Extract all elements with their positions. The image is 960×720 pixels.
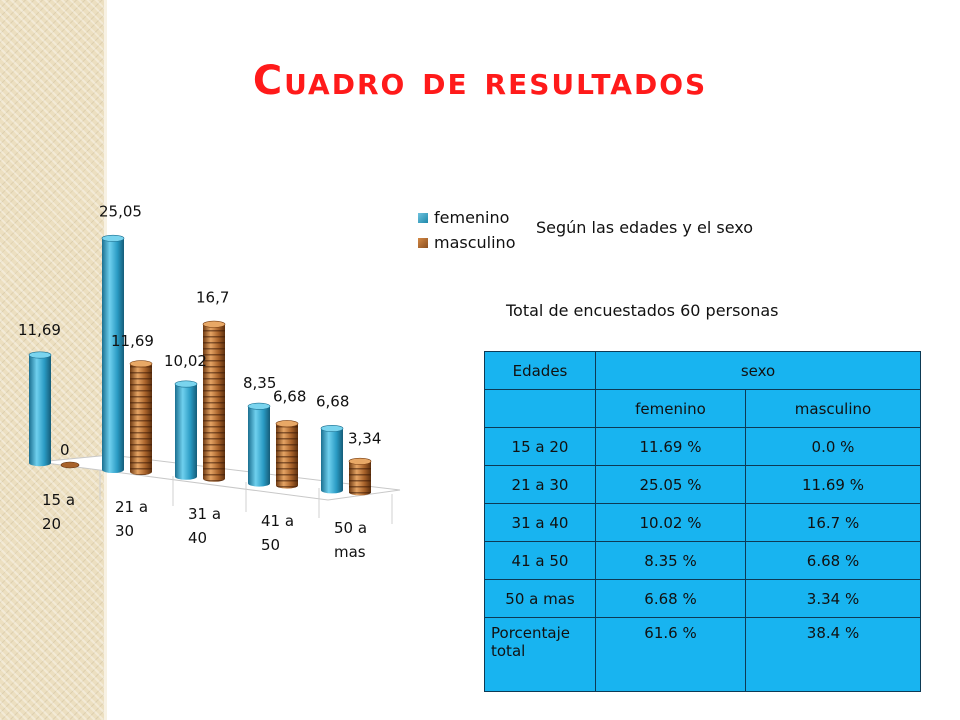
x-tick-label-line: 50 a bbox=[334, 519, 367, 537]
results-table: Edades sexo femenino masculino 15 a 20 1… bbox=[484, 351, 921, 692]
header-edades: Edades bbox=[484, 351, 596, 390]
x-tick-label: 50 a mas bbox=[334, 519, 367, 561]
subtitle: Según las edades y el sexo bbox=[536, 218, 754, 237]
legend-item-masculino: masculino bbox=[418, 230, 515, 255]
cell-femenino: 11.69 % bbox=[595, 427, 746, 466]
table-row: 41 a 50 8.35 % 6.68 % bbox=[484, 541, 921, 580]
cell-masculino: 11.69 % bbox=[745, 465, 921, 504]
cell-femenino: 6.68 % bbox=[595, 579, 746, 618]
chart-labels: 11,69 0 15 a 20 25,05 11,69 21 a 30 10,02 16,7 31 … bbox=[18, 202, 381, 561]
legend-label-femenino: femenino bbox=[434, 208, 510, 227]
bar-femenino bbox=[174, 380, 198, 480]
bar-masculino-zero bbox=[60, 461, 80, 469]
bar-body bbox=[248, 406, 270, 487]
x-tick-label-line: 31 a bbox=[188, 505, 221, 523]
legend-item-femenino: femenino bbox=[418, 205, 515, 230]
bar-femenino bbox=[247, 402, 271, 487]
cell-edad: 50 a mas bbox=[484, 579, 596, 618]
cell-masculino: 16.7 % bbox=[745, 503, 921, 542]
bar-femenino bbox=[320, 424, 344, 494]
bar-body bbox=[102, 238, 124, 473]
bar-top bbox=[275, 420, 299, 428]
bar-femenino bbox=[101, 234, 125, 473]
bar-femenino bbox=[28, 351, 52, 467]
bar-top bbox=[202, 320, 226, 328]
cell-femenino: 25.05 % bbox=[595, 465, 746, 504]
cell-edad: 41 a 50 bbox=[484, 541, 596, 580]
table-row: 15 a 20 11.69 % 0.0 % bbox=[484, 427, 921, 466]
x-tick-label: 15 a 20 bbox=[42, 491, 75, 533]
subheader-femenino: femenino bbox=[595, 389, 746, 428]
data-label-femenino: 10,02 bbox=[164, 352, 207, 370]
data-label-masculino: 0 bbox=[60, 441, 70, 459]
data-label-masculino: 3,34 bbox=[348, 429, 381, 447]
subheader-empty bbox=[484, 389, 596, 428]
table-row: 21 a 30 25.05 % 11.69 % bbox=[484, 465, 921, 504]
legend-label-masculino: masculino bbox=[434, 233, 516, 252]
x-tick-label-line: mas bbox=[334, 543, 366, 561]
header-sexo: sexo bbox=[595, 351, 921, 390]
cell-total-masculino: 38.4 % bbox=[745, 617, 921, 692]
table-row: 31 a 40 10.02 % 16.7 % bbox=[484, 503, 921, 542]
x-tick-label: 31 a 40 bbox=[188, 505, 221, 547]
bar-body bbox=[175, 384, 197, 480]
bar-top bbox=[101, 234, 125, 242]
x-tick-label-line: 21 a bbox=[115, 498, 148, 516]
bar-top bbox=[348, 457, 372, 465]
bar-masculino bbox=[202, 320, 226, 482]
data-label-masculino: 16,7 bbox=[196, 288, 229, 306]
legend-swatch-masculino bbox=[418, 237, 428, 248]
data-label-masculino: 11,69 bbox=[111, 332, 154, 350]
cell-total-label: Porcentaje total bbox=[484, 617, 596, 692]
cell-edad: 15 a 20 bbox=[484, 427, 596, 466]
bar-masculino bbox=[129, 360, 153, 475]
x-tick-label: 41 a 50 bbox=[261, 512, 294, 554]
bar-coin-texture bbox=[130, 363, 152, 475]
chart-legend: femenino masculino bbox=[418, 205, 515, 255]
table-row: 50 a mas 6.68 % 3.34 % bbox=[484, 579, 921, 618]
chart-bars bbox=[28, 234, 372, 496]
page-title: Cuadro de resultados bbox=[252, 58, 708, 104]
bar-top bbox=[320, 424, 344, 432]
decorative-side-band bbox=[0, 0, 104, 720]
bar-top bbox=[247, 402, 271, 410]
x-tick-label-line: 20 bbox=[42, 515, 61, 533]
x-tick-label-line: 50 bbox=[261, 536, 280, 554]
legend-swatch-femenino bbox=[418, 212, 428, 223]
bar-coin-texture bbox=[276, 423, 298, 489]
x-tick-label-line: 30 bbox=[115, 522, 134, 540]
cell-masculino: 0.0 % bbox=[745, 427, 921, 466]
bar-top bbox=[129, 360, 153, 368]
bar-masculino bbox=[275, 420, 299, 489]
data-label-femenino: 6,68 bbox=[316, 392, 349, 410]
cell-femenino: 10.02 % bbox=[595, 503, 746, 542]
x-tick-label: 21 a 30 bbox=[115, 498, 148, 540]
table-header-row: Edades sexo bbox=[484, 351, 921, 390]
bar-top bbox=[174, 380, 198, 388]
bar-coin-texture bbox=[203, 324, 225, 482]
bar-top bbox=[28, 351, 52, 359]
data-label-femenino: 11,69 bbox=[18, 321, 61, 339]
cell-edad: 31 a 40 bbox=[484, 503, 596, 542]
x-tick-label-line: 15 a bbox=[42, 491, 75, 509]
cell-total-femenino: 61.6 % bbox=[595, 617, 746, 692]
x-tick-label-line: 40 bbox=[188, 529, 207, 547]
cell-edad: 21 a 30 bbox=[484, 465, 596, 504]
bar-body bbox=[29, 354, 51, 467]
table-subheader-row: femenino masculino bbox=[484, 389, 921, 428]
data-label-femenino: 8,35 bbox=[243, 374, 276, 392]
bar-coin-texture bbox=[349, 461, 371, 496]
table-total-row: Porcentaje total 61.6 % 38.4 % bbox=[484, 617, 921, 692]
cell-masculino: 3.34 % bbox=[745, 579, 921, 618]
cell-masculino: 6.68 % bbox=[745, 541, 921, 580]
data-label-femenino: 25,05 bbox=[99, 202, 142, 220]
bar-body bbox=[321, 428, 343, 494]
data-label-masculino: 6,68 bbox=[273, 388, 306, 406]
bar-masculino bbox=[348, 457, 372, 496]
subheader-masculino: masculino bbox=[745, 389, 921, 428]
total-respondents-note: Total de encuestados 60 personas bbox=[506, 301, 779, 320]
x-tick-label-line: 41 a bbox=[261, 512, 294, 530]
cell-femenino: 8.35 % bbox=[595, 541, 746, 580]
